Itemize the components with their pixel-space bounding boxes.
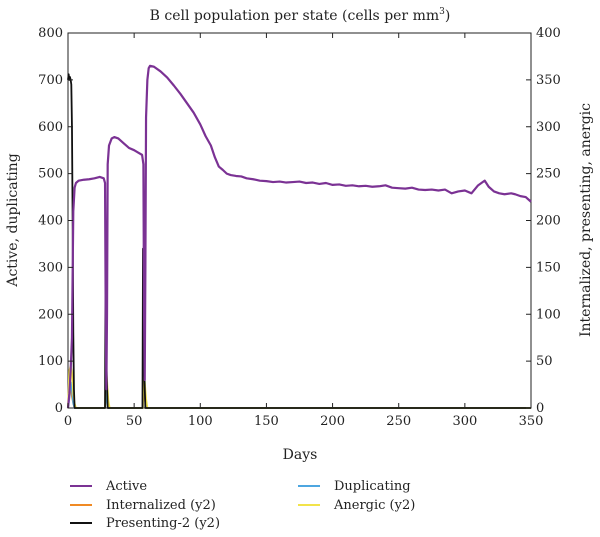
y-right-tick-label: 150 (536, 260, 561, 275)
y-right-tick-label: 50 (536, 354, 553, 369)
series-line-active (66, 64, 532, 409)
y-axis-left-label: Active, duplicating (5, 153, 21, 287)
x-tick-label: 200 (320, 414, 345, 429)
y-right-tick-label: 200 (536, 214, 561, 229)
series-line-duplicating (67, 336, 531, 409)
y-right-tick-label: 400 (536, 26, 561, 41)
y-right-tick-label: 350 (536, 73, 561, 88)
x-tick-label: 0 (64, 414, 72, 429)
series-layer (66, 64, 532, 409)
x-tick-label: 50 (126, 414, 143, 429)
y-right-tick-label: 300 (536, 120, 561, 135)
legend-label-presenting-2-y2: Presenting-2 (y2) (106, 516, 220, 531)
y-left-tick-label: 500 (38, 167, 63, 182)
x-tick-label: 250 (386, 414, 411, 429)
series-line-internalized-y2 (67, 386, 531, 409)
y-left-tick-label: 800 (38, 26, 63, 41)
chart-title: B cell population per state (cells per m… (150, 7, 451, 24)
legend-label-anergic-y2: Anergic (y2) (333, 498, 415, 513)
legend-label-internalized-y2: Internalized (y2) (106, 498, 216, 513)
x-tick-label: 350 (519, 414, 544, 429)
x-tick-label: 150 (254, 414, 279, 429)
y-left-tick-label: 200 (38, 307, 63, 322)
chart-title-sup: 3 (439, 7, 445, 17)
ticks-layer: 0 50 100 150 200 250 300 3500100200300400500600… (38, 26, 561, 429)
x-axis-label: Days (283, 447, 318, 463)
chart-title-close: ) (445, 8, 450, 24)
y-left-tick-label: 400 (38, 214, 63, 229)
x-tick-label: 100 (188, 414, 213, 429)
x-tick-label: 300 (452, 414, 477, 429)
y-axis-right-label: Internalized, presenting, anergic (578, 103, 594, 337)
y-left-tick-label: 300 (38, 260, 63, 275)
legend-label-duplicating: Duplicating (334, 479, 411, 494)
y-right-tick-label: 100 (536, 307, 561, 322)
y-left-tick-label: 600 (38, 120, 63, 135)
y-left-tick-label: 0 (55, 401, 63, 416)
y-right-tick-label: 250 (536, 167, 561, 182)
plot-area: 0 50 100 150 200 250 300 3500100200300400500600… (38, 26, 561, 429)
y-left-tick-label: 100 (38, 354, 63, 369)
y-left-tick-label: 700 (38, 73, 63, 88)
plot-frame (67, 32, 532, 409)
legend: Active Duplicating Internalized (y2) Anergi… (70, 479, 415, 531)
legend-label-active: Active (105, 479, 147, 494)
y-right-tick-label: 0 (536, 401, 544, 416)
series-line-anergic-y2 (67, 363, 531, 409)
chart-title-main: B cell population per state (cells per m… (150, 8, 440, 24)
series-line-presenting-2-y2 (67, 73, 531, 409)
